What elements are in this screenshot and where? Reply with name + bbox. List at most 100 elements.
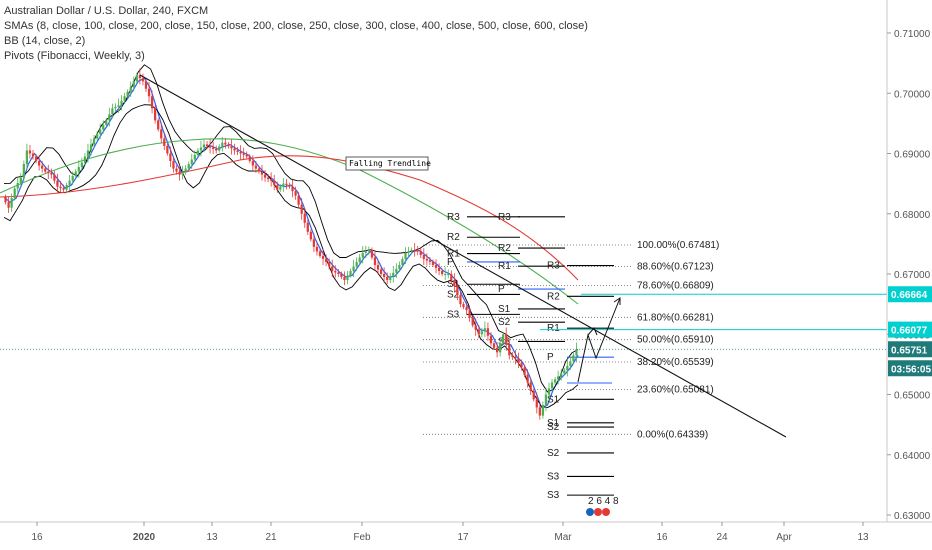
candle-body	[401, 258, 404, 265]
candle-body	[108, 114, 111, 121]
candle-body	[526, 374, 529, 383]
projection-path	[577, 297, 621, 383]
candle-body	[444, 274, 447, 275]
candle-body	[62, 188, 65, 190]
candle-body	[450, 274, 453, 281]
price-tick-label: 0.69000	[894, 150, 931, 161]
candle-body	[37, 161, 41, 166]
symbol-title[interactable]: Australian Dollar / U.S. Dollar, 240, FX…	[4, 5, 209, 17]
candle-body	[251, 161, 254, 166]
candle-body	[74, 171, 77, 177]
candle-body	[147, 88, 151, 97]
candle-body	[28, 150, 32, 154]
candle-body	[218, 146, 221, 151]
pivot-label-S3: S3	[447, 309, 460, 320]
candle-body	[202, 144, 206, 148]
price-tick-label: 0.67000	[894, 270, 931, 281]
candle-body	[92, 138, 96, 145]
candle-body	[489, 335, 493, 344]
candle-body	[529, 382, 532, 391]
candle-body	[407, 251, 410, 253]
candle-body	[83, 156, 87, 163]
price-tick-label: 0.71000	[894, 29, 931, 40]
candle-body	[505, 334, 508, 345]
candle-body	[208, 145, 212, 148]
pivot-label-R2: R2	[447, 232, 460, 243]
candle-body	[266, 177, 270, 180]
price-tag	[888, 360, 932, 377]
candle-body	[456, 286, 459, 296]
candle-body	[532, 390, 535, 400]
candle-body	[386, 277, 389, 281]
fib-label: 100.00%(0.67481)	[637, 240, 719, 251]
candle-body	[535, 399, 538, 408]
candle-body	[282, 183, 285, 187]
candle-body	[520, 362, 523, 368]
candle-body	[80, 162, 83, 168]
candle-body	[376, 264, 380, 270]
bb-lower-line	[3, 104, 579, 409]
candle-body	[41, 165, 44, 169]
candle-body	[382, 274, 386, 278]
event-label: 2 6 4 8	[588, 496, 619, 507]
trendline-label-box	[345, 156, 429, 171]
time-tick-label: 13	[857, 532, 869, 543]
price-tick-label: 0.64000	[894, 451, 931, 462]
candle-body	[7, 202, 10, 208]
candle-body	[154, 108, 157, 121]
candle-body	[550, 382, 554, 389]
sma-legend[interactable]: SMAs (8, close, 100, close, 200, close, …	[4, 20, 588, 32]
candle-body	[499, 343, 502, 353]
chart-legend: Australian Dollar / U.S. Dollar, 240, FX…	[4, 4, 588, 64]
fibonacci-levels: 100.00%(0.67481) 88.60%(0.67123) 78.60%(0.…	[423, 240, 719, 440]
candle-body	[291, 186, 294, 192]
candle-body	[425, 258, 428, 261]
candle-body	[523, 367, 526, 375]
candle-body	[306, 222, 309, 232]
candle-body	[300, 204, 303, 214]
candle-body	[517, 358, 520, 363]
sma-8-line	[3, 77, 579, 409]
pivot-label-R3: R3	[498, 212, 511, 223]
falling-trendline	[139, 74, 787, 438]
price-tick-label: 0.65000	[894, 391, 931, 402]
projection-arrowhead	[613, 297, 621, 305]
pivot-label-S2: S2	[547, 422, 560, 433]
price-tag-label: 0.66077	[891, 326, 928, 337]
candle-body	[260, 171, 264, 175]
time-tick-label: Mar	[554, 532, 572, 543]
candle-body	[511, 355, 514, 357]
candle-body	[117, 105, 120, 107]
candle-body	[288, 185, 291, 187]
candle-body	[379, 269, 383, 274]
candle-body	[193, 155, 196, 160]
price-tag-label: 03:56:05	[891, 364, 931, 375]
bb-legend[interactable]: BB (14, close, 2)	[4, 35, 86, 47]
pivots-legend[interactable]: Pivots (Fibonacci, Weekly, 3)	[4, 50, 145, 62]
candle-body	[4, 196, 7, 203]
candle-body	[163, 138, 166, 146]
candle-body	[71, 176, 74, 181]
candle-body	[437, 267, 441, 271]
fib-label: 38.20%(0.65539)	[637, 357, 714, 368]
price-tick-label: 0.63000	[894, 511, 931, 522]
candle-body	[468, 310, 471, 318]
candle-body	[166, 145, 169, 154]
price-tick-label: 0.70000	[894, 89, 931, 100]
candle-body	[544, 394, 548, 406]
time-tick-label: 24	[716, 532, 728, 543]
candle-body	[294, 191, 297, 196]
drawings[interactable]: Falling Trendline 2 6 4 8	[0, 74, 887, 516]
candle-body	[428, 260, 432, 262]
candle-body	[129, 87, 132, 92]
candle-body	[44, 168, 47, 172]
fib-label: 78.60%(0.66809)	[637, 281, 714, 292]
candle-body	[111, 108, 114, 115]
candle-body	[404, 252, 407, 259]
candle-body	[254, 165, 258, 169]
candle-body	[569, 361, 572, 366]
candle-body	[349, 270, 352, 276]
candle-body	[65, 185, 68, 190]
candle-body	[120, 100, 123, 106]
